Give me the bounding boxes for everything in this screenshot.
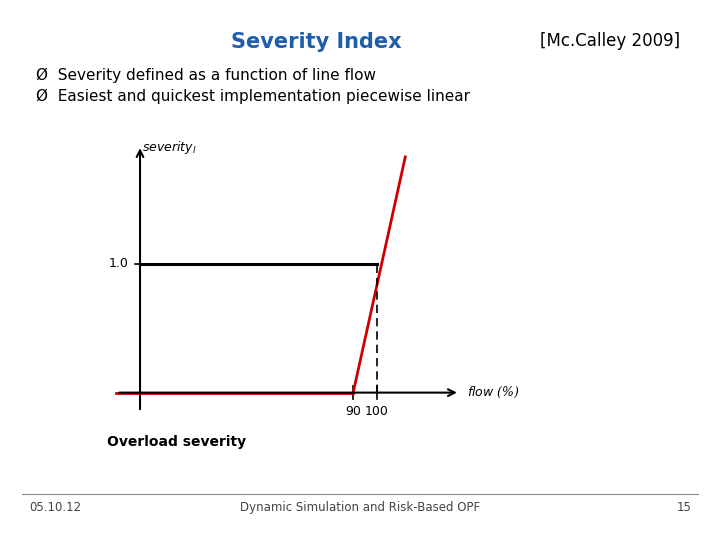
Text: Ø  Easiest and quickest implementation piecewise linear: Ø Easiest and quickest implementation pi… bbox=[36, 89, 470, 104]
Text: Dynamic Simulation and Risk-Based OPF: Dynamic Simulation and Risk-Based OPF bbox=[240, 501, 480, 514]
Text: Ø  Severity defined as a function of line flow: Ø Severity defined as a function of line… bbox=[36, 68, 376, 83]
Text: $flow$ (%): $flow$ (%) bbox=[467, 385, 520, 400]
Text: 15: 15 bbox=[676, 501, 691, 514]
Text: 1.0: 1.0 bbox=[108, 257, 128, 271]
Text: 90: 90 bbox=[346, 406, 361, 419]
Text: [Mc.Calley 2009]: [Mc.Calley 2009] bbox=[540, 32, 680, 50]
Text: Overload severity: Overload severity bbox=[107, 435, 246, 449]
Text: 05.10.12: 05.10.12 bbox=[29, 501, 81, 514]
Text: Severity Index: Severity Index bbox=[232, 32, 402, 52]
Text: 100: 100 bbox=[365, 406, 389, 419]
Text: $severity_l$: $severity_l$ bbox=[143, 139, 197, 156]
